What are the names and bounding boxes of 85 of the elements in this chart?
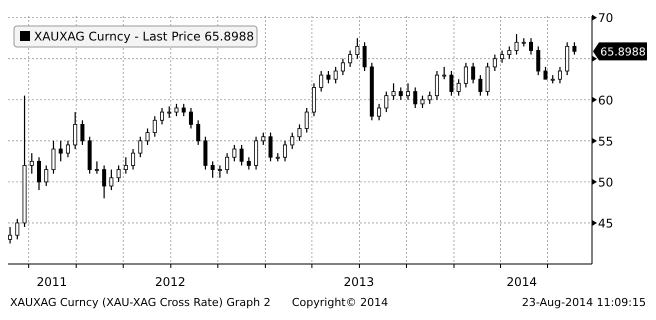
candlestick xyxy=(218,164,222,178)
candlestick xyxy=(442,66,446,80)
candlestick xyxy=(543,66,548,80)
candlestick xyxy=(44,164,48,187)
candlestick xyxy=(196,120,200,146)
candlestick xyxy=(348,50,352,68)
candlestick xyxy=(246,156,251,170)
candlestick xyxy=(464,62,468,88)
candlestick xyxy=(500,50,504,64)
candlestick xyxy=(51,140,56,174)
text: XAUXAG Curncy (XAU-XAG Cross Rate) Graph 2 xyxy=(10,296,271,309)
candlestick xyxy=(225,152,230,174)
candlestick xyxy=(138,136,142,158)
candlestick xyxy=(152,116,157,138)
candlestick xyxy=(398,86,403,100)
candlestick xyxy=(188,107,193,130)
candlestick xyxy=(522,38,526,47)
candlestick xyxy=(283,140,288,162)
candlestick xyxy=(146,128,150,146)
candlestick xyxy=(334,66,338,84)
candlestick xyxy=(37,156,42,191)
y-tick-label: 50 xyxy=(598,175,614,190)
candlestick xyxy=(362,42,367,72)
candlestick xyxy=(80,120,84,146)
candlestick xyxy=(8,226,12,244)
text: 23-Aug-2014 11:09:15 xyxy=(522,296,646,309)
candlestick xyxy=(355,38,360,60)
candlestick xyxy=(94,160,99,174)
candlestick xyxy=(456,78,461,96)
candlestick xyxy=(182,103,186,117)
y-tick-label: 55 xyxy=(598,134,614,148)
candlestick xyxy=(116,164,121,182)
candlestick xyxy=(261,132,266,146)
candlestick xyxy=(73,111,78,150)
x-tick-label: 2013 xyxy=(344,275,374,289)
x-tick-label: 2014 xyxy=(506,275,537,289)
candlestick xyxy=(124,156,128,174)
candlestick xyxy=(434,70,439,100)
annotation: 65.8988 xyxy=(600,45,646,58)
legend-title: XAUXAG Curncy - Last Price 65.8988 xyxy=(34,30,254,44)
candlestick xyxy=(304,107,309,134)
candlestick xyxy=(507,46,512,60)
candlestick xyxy=(297,124,302,142)
candlestick xyxy=(290,132,294,150)
candlestick xyxy=(428,90,432,104)
candlestick xyxy=(392,82,396,100)
candlestick xyxy=(232,144,236,162)
candlestick xyxy=(471,62,476,84)
candlestick xyxy=(167,106,172,118)
candlestick xyxy=(131,148,136,170)
candlestick xyxy=(536,46,540,76)
x-tick-label: 2011 xyxy=(36,275,68,289)
x-tick-label: 2012 xyxy=(155,275,186,289)
candlestick xyxy=(420,95,424,109)
candlestick xyxy=(377,103,382,121)
candlestick xyxy=(478,74,482,96)
candlestick xyxy=(492,54,497,72)
candlestick xyxy=(384,90,388,113)
candlestick xyxy=(174,103,178,117)
candlestick xyxy=(326,70,330,84)
y-tick-label: 60 xyxy=(598,93,614,108)
candlestick xyxy=(30,152,34,174)
candlestick xyxy=(66,140,70,158)
candlestick xyxy=(319,70,324,92)
candlestick xyxy=(449,70,454,96)
candlestick xyxy=(210,160,215,178)
candlestick xyxy=(413,86,418,109)
candlestick xyxy=(276,152,280,162)
candlestick xyxy=(529,38,534,56)
candlestick xyxy=(340,58,345,76)
candlestick xyxy=(15,218,20,240)
candlestick xyxy=(558,66,562,84)
candlestick xyxy=(102,164,106,199)
candlestick xyxy=(58,140,63,162)
y-tick-label: 45 xyxy=(598,216,614,230)
candlestick xyxy=(572,42,576,56)
candlestick xyxy=(109,168,114,191)
candlestick xyxy=(160,107,164,125)
candlestick xyxy=(406,82,410,100)
candlestick xyxy=(240,144,244,166)
candlestick xyxy=(268,132,273,162)
candlestick xyxy=(514,33,519,56)
candlestick xyxy=(550,74,555,84)
text: Copyright© 2014 xyxy=(292,296,388,309)
y-tick-label: 70 xyxy=(598,11,614,26)
